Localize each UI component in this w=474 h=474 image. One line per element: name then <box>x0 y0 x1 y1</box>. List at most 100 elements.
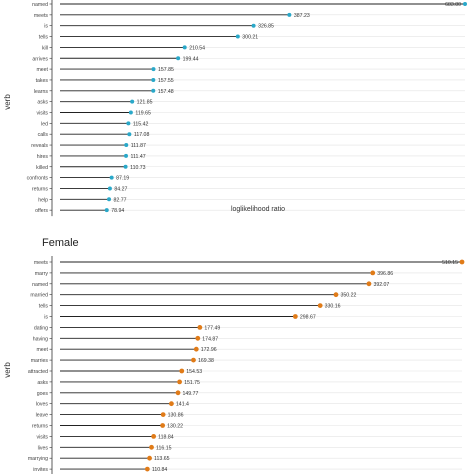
chart1-meets-value-label: 387.23 <box>294 13 310 19</box>
chart1-tells-point <box>235 34 240 39</box>
chart1-killed-label: killed <box>36 165 48 171</box>
chart2-marries-label: marries <box>31 358 49 364</box>
chart1-asks-label: asks <box>37 100 48 106</box>
chart2-tells-value-label: 330.16 <box>325 304 341 310</box>
chart2-leave-point <box>160 412 166 417</box>
chart1-meet-label: meet <box>36 67 48 73</box>
chart2-lives-point <box>149 444 154 450</box>
chart2-returns-point <box>160 423 166 428</box>
chart1-takes-value-label: 157.55 <box>158 78 174 84</box>
chart1-arrives-value-label: 199.44 <box>183 56 199 62</box>
chart1-tells-value-label: 300.21 <box>242 35 258 41</box>
chart2-ylabel: verb <box>3 362 12 378</box>
chart1-killed-value-label: 110.73 <box>130 165 146 171</box>
chart2-attracted-point <box>179 368 185 374</box>
chart2-invites-point <box>144 466 150 472</box>
chart2-visits-point <box>151 434 157 439</box>
chart1-hires-value-label: 111.47 <box>131 154 146 160</box>
chart1-named-label: named <box>32 2 48 8</box>
chart1-learns-label: learns <box>34 89 49 95</box>
chart1-ylabel: verb <box>3 94 12 110</box>
chart1-help-label: help <box>38 197 48 203</box>
chart1-visits-point <box>128 110 133 115</box>
chart2-asks-point <box>177 379 182 385</box>
chart1-meet-point <box>151 67 156 72</box>
chart1-returns-point <box>107 186 112 191</box>
chart1-kill-value-label: 210.54 <box>189 45 205 51</box>
chart2-married-point <box>333 292 339 298</box>
chart2-marries-point <box>191 357 196 363</box>
chart1-offers-label: offers <box>35 208 48 214</box>
chart2-named-label: named <box>32 282 48 288</box>
chart1-hires-label: hires <box>37 154 49 160</box>
chart2-dating-point <box>197 325 203 330</box>
chart1-confronts-label: confronts <box>27 176 49 182</box>
chart1-meets-label: meets <box>34 13 49 19</box>
chart2-married-label: married <box>30 293 48 299</box>
chart2-leave-value-label: 130.86 <box>168 413 184 419</box>
chart2-having-value-label: 174.87 <box>202 336 218 342</box>
chart1-takes-label: takes <box>36 78 49 84</box>
chart2-invites-label: invites <box>33 467 48 473</box>
chart2-returns-value-label: 130.22 <box>167 424 183 430</box>
chart2-lives-value-label: 116.15 <box>156 445 172 451</box>
chart2-having-label: having <box>33 336 48 342</box>
chart1-asks-value-label: 121.85 <box>137 100 153 106</box>
chart1-kill-label: kill <box>42 45 48 51</box>
chart1-confronts-point <box>109 175 114 180</box>
chart2-named-value-label: 392.07 <box>373 282 389 288</box>
chart2-dating-value-label: 177.49 <box>204 325 220 331</box>
chart1-reveals-point <box>124 143 129 148</box>
chart1-help-value-label: 82.77 <box>114 197 127 203</box>
chart1-is-label: is <box>44 24 48 30</box>
chart2-meets-point <box>459 259 465 265</box>
chart2-marrying-point <box>147 455 152 461</box>
chart2-leave-label: leave <box>36 413 49 419</box>
chart1-offers-point <box>104 208 109 213</box>
chart1-offers-value-label: 78.94 <box>111 208 124 214</box>
chart1-visits-label: visits <box>36 111 48 117</box>
chart1-is-point <box>251 23 256 28</box>
chart1-led-value-label: 115.42 <box>133 121 149 127</box>
chart1-killed-point <box>123 164 128 169</box>
chart2-is-label: is <box>44 315 48 321</box>
chart2-tells-label: tells <box>39 304 49 310</box>
chart1-returns-label: returns <box>32 186 49 192</box>
chart2-lives-label: lives <box>38 445 49 451</box>
chart2-having-point <box>195 335 201 341</box>
chart1-named-point <box>463 2 467 6</box>
chart2-meets-label: meets <box>34 260 49 266</box>
chart1-xlabel: loglikelihood ratio <box>231 206 285 213</box>
chart1-arrives-label: arrives <box>32 56 48 62</box>
chart1-led-point <box>126 121 131 126</box>
chart1-confronts-value-label: 87.19 <box>116 176 129 182</box>
chart1-arrives-point <box>176 56 181 61</box>
chart2-meets-value-label: 510.15 <box>442 260 458 266</box>
chart1-kill-point <box>182 45 187 50</box>
chart2-asks-label: asks <box>37 380 48 386</box>
chart1-tells-label: tells <box>39 35 49 41</box>
chart2-goes-label: goes <box>37 391 49 397</box>
chart2-marry-label: marry <box>35 271 49 277</box>
chart2-married-value-label: 350.22 <box>340 293 356 299</box>
chart2-asks-value-label: 151.75 <box>184 380 200 386</box>
chart2-loves-point <box>169 401 174 407</box>
chart2-marry-value-label: 396.86 <box>377 271 393 277</box>
chart2-marries-value-label: 169.38 <box>198 358 214 364</box>
chart1-calls-label: calls <box>38 132 49 138</box>
chart2-invites-value-label: 110.84 <box>152 467 168 473</box>
chart1-reveals-label: reveals <box>31 143 48 149</box>
chart2-returns-label: returns <box>32 424 49 430</box>
chart1-hires-point <box>124 153 129 158</box>
chart2-named-point <box>366 281 372 287</box>
chart1-calls-point <box>127 132 132 137</box>
chart2-meet-label: meet <box>36 347 48 353</box>
chart2-meet-value-label: 172.96 <box>201 347 217 353</box>
chart2-meet-point <box>193 346 199 352</box>
chart2-marrying-value-label: 113.65 <box>154 456 170 462</box>
chart1-learns-value-label: 157.48 <box>158 89 174 95</box>
chart2-dating-label: dating <box>34 325 48 331</box>
chart1-visits-value-label: 119.65 <box>135 111 151 117</box>
chart2-attracted-value-label: 154.53 <box>186 369 202 375</box>
chart1-learns-point <box>151 88 156 93</box>
